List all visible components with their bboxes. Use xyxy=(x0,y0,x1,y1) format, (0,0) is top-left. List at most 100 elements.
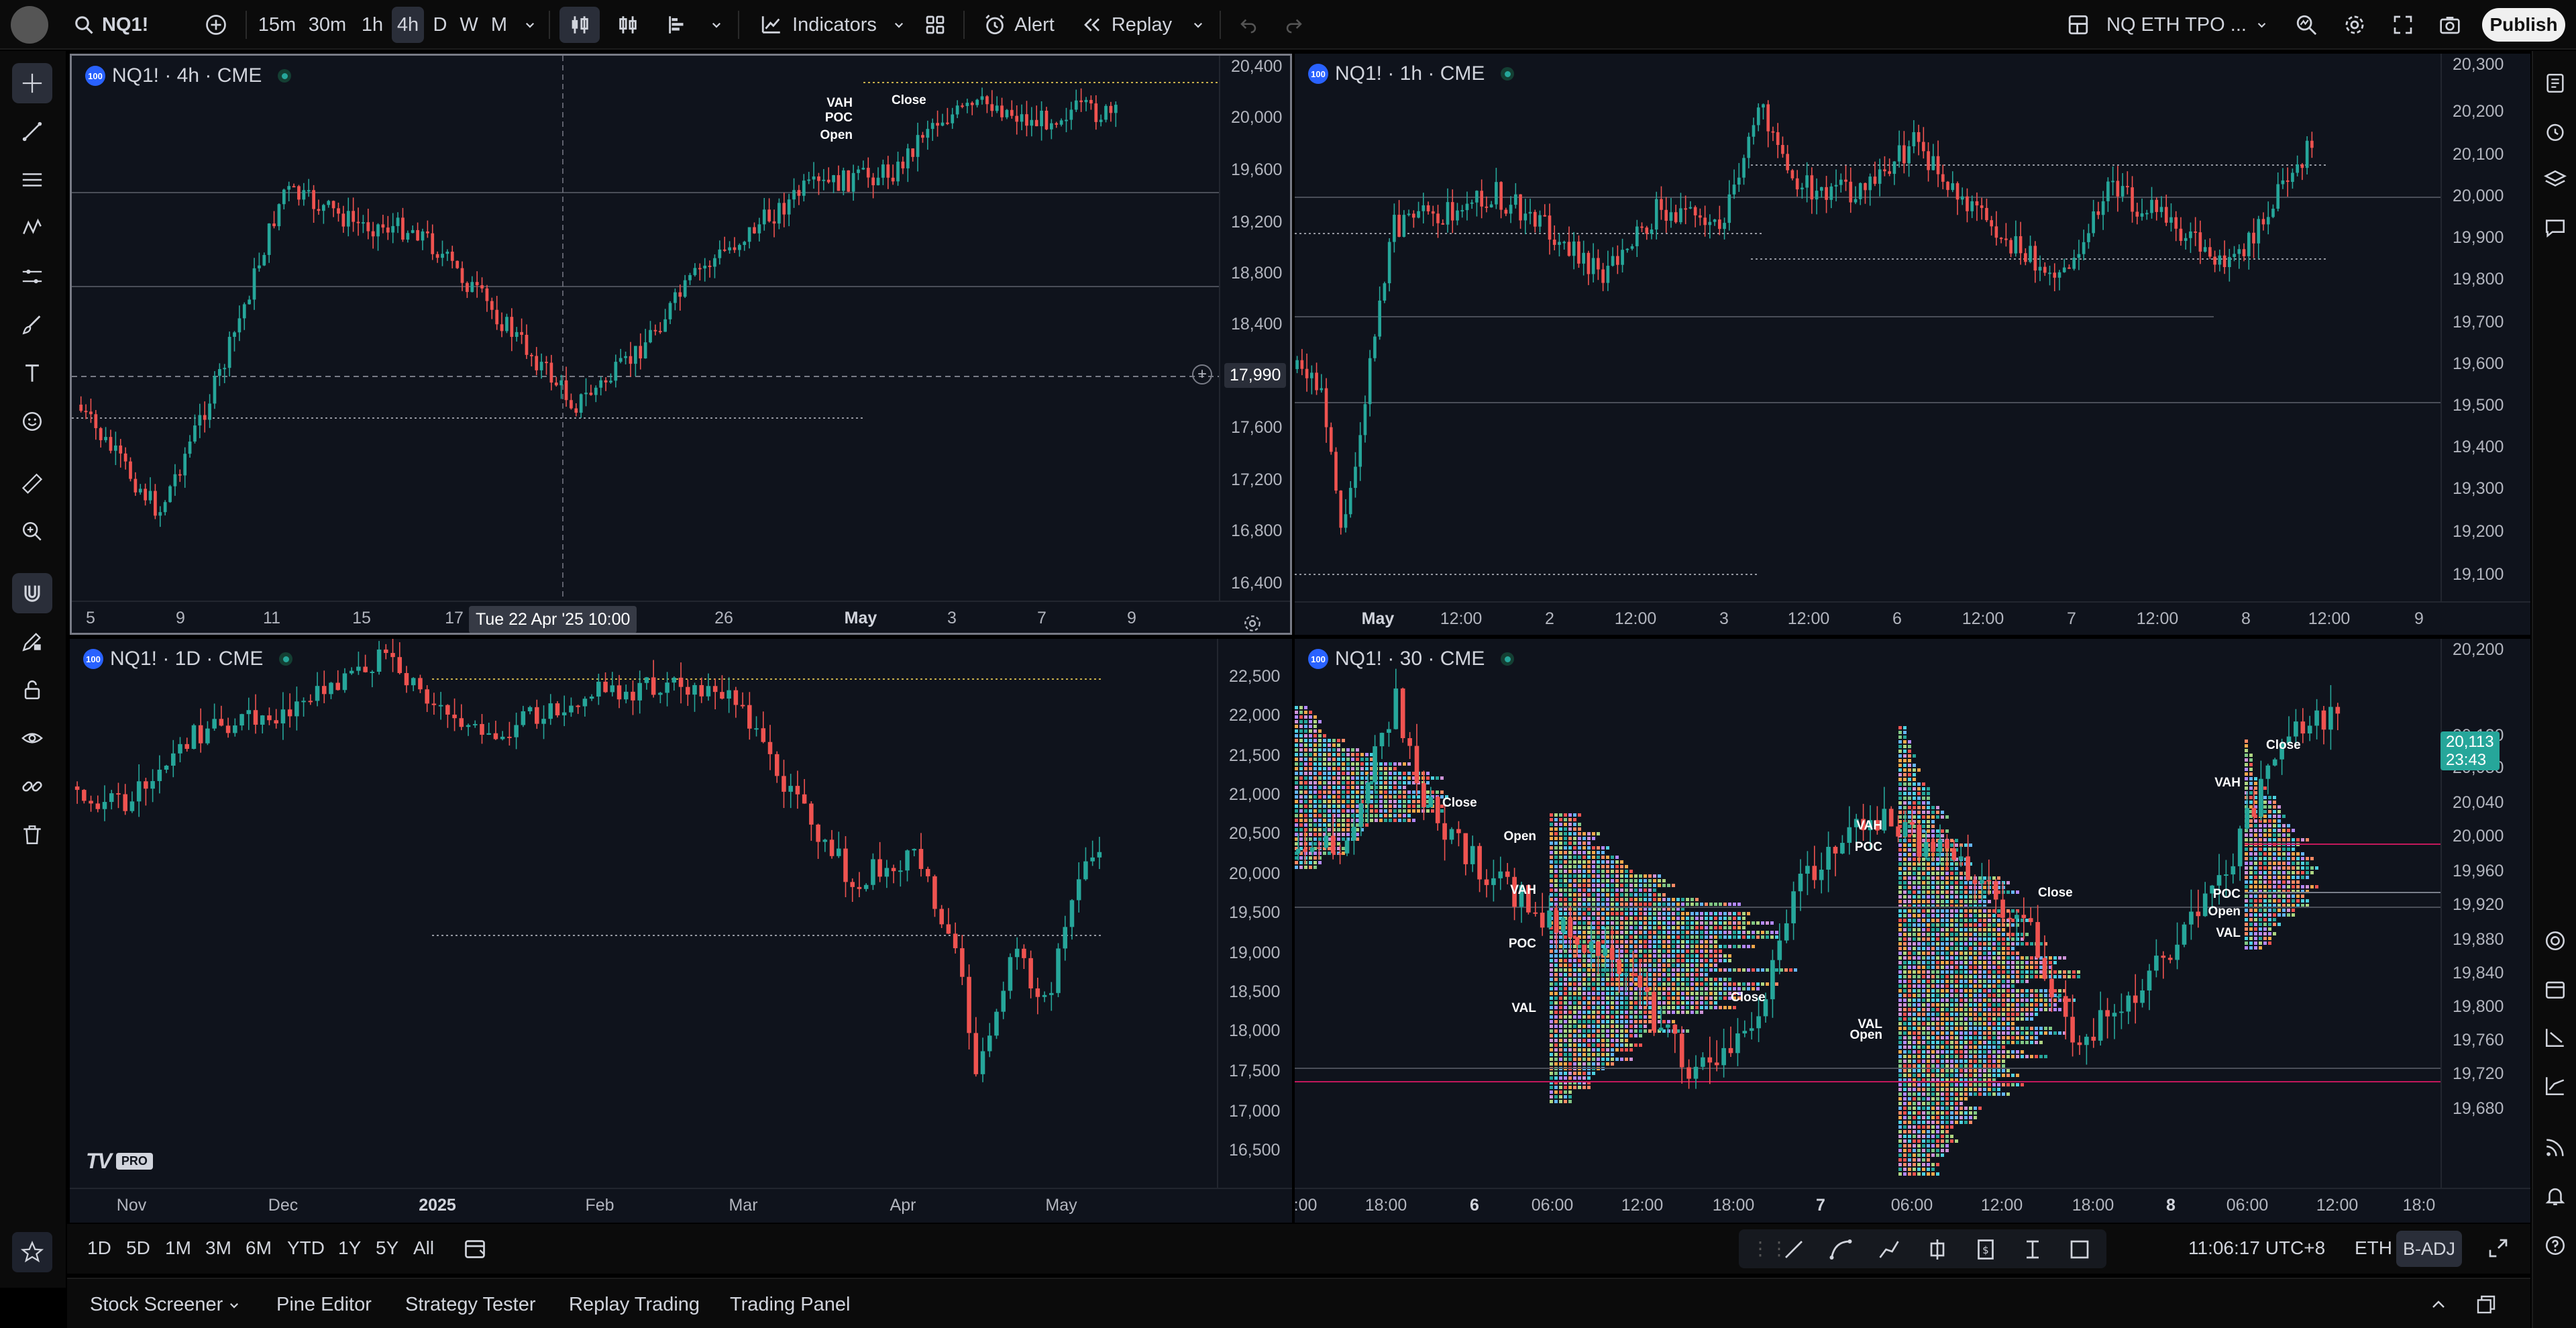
remove-drawings-tool[interactable] xyxy=(12,815,52,855)
forecast-tool[interactable] xyxy=(12,256,52,297)
price-range-icon[interactable]: $ xyxy=(1974,1237,1998,1262)
brush-tool[interactable] xyxy=(12,305,52,345)
rectangle-icon[interactable] xyxy=(2068,1237,2092,1262)
time-axis[interactable]: 5 9 11 15 17 26 May 3 7 9 xyxy=(72,601,1290,633)
pane-legend[interactable]: 100 NQ1! · 1h · CME xyxy=(1308,62,1515,86)
range-3m[interactable]: 3M xyxy=(205,1237,231,1258)
go-to-date-button[interactable] xyxy=(463,1236,487,1264)
add-alert-icon[interactable]: + xyxy=(1192,364,1212,385)
quick-search-button[interactable] xyxy=(2288,7,2325,43)
measure-tool[interactable] xyxy=(12,463,52,503)
text-anchor-icon[interactable] xyxy=(2021,1237,2045,1262)
market-status-icon[interactable] xyxy=(278,69,292,83)
chart-pane-4h[interactable]: VAH POC Open Close 100 NQ1! · 4h · CME 20,4… xyxy=(70,54,1292,635)
publish-button[interactable]: Publish xyxy=(2482,8,2565,42)
chart-pane-1h[interactable]: 100 NQ1! · 1h · CME 20,300 20,200 20,100 20… xyxy=(1295,54,2530,635)
range-all[interactable]: All xyxy=(413,1237,435,1258)
time-axis[interactable]: :00 18:00 6 06:00 12:00 18:00 7 06:00 12:00 18:00… xyxy=(1295,1188,2530,1221)
candles-chart-type-button[interactable] xyxy=(559,7,600,43)
chevron-up-icon[interactable] xyxy=(2428,1296,2449,1313)
pane-legend[interactable]: 100 NQ1! · 30 · CME xyxy=(1308,647,1515,671)
interval-1h[interactable]: 1h xyxy=(361,13,384,36)
replay-button[interactable]: Replay xyxy=(1076,7,1177,43)
price-axis[interactable]: 20,20020,12020,08020,04020,00019,96019,9… xyxy=(2440,639,2513,1188)
volume-profile-chart-type-button[interactable] xyxy=(657,7,698,43)
object-tree-button[interactable] xyxy=(2535,160,2575,200)
pattern-tool[interactable] xyxy=(12,208,52,248)
tpo-profile-plot[interactable]: CloseOpenVAHPOCVALCloseVAHPOCCloseVALOpe… xyxy=(1295,639,2440,1188)
ideas-button[interactable] xyxy=(2535,1066,2575,1106)
range-1y[interactable]: 1Y xyxy=(338,1237,362,1258)
chart-pane-30m[interactable]: Close Open VAH POC VAL Close VAH POC Close VAL Ope… xyxy=(1295,639,2530,1223)
market-status-icon[interactable] xyxy=(1501,67,1515,81)
time-axis[interactable]: May 12:00 2 12:00 3 12:00 6 12:00 7 12:00 8 12:00 9 xyxy=(1295,601,2530,635)
pine-scripts-button[interactable] xyxy=(2535,1017,2575,1058)
lock-drawings-tool[interactable] xyxy=(12,670,52,710)
range-1d[interactable]: 1D xyxy=(87,1237,111,1258)
range-5y[interactable]: 5Y xyxy=(376,1237,399,1258)
clock[interactable]: 11:06:17 UTC+8 xyxy=(2188,1237,2326,1258)
indicators-dropdown[interactable] xyxy=(885,7,912,43)
watchlist-button[interactable] xyxy=(2535,63,2575,103)
emoji-tool[interactable] xyxy=(12,401,52,442)
horizontal-lines-tool[interactable] xyxy=(12,160,52,200)
sync-drawings-tool[interactable] xyxy=(12,766,52,807)
fullscreen-button[interactable] xyxy=(2384,7,2422,43)
price-axis[interactable]: 22,500 22,000 21,500 21,000 20,500 20,000 19,5… xyxy=(1217,639,1289,1188)
range-1m[interactable]: 1M xyxy=(165,1237,191,1258)
crosshair-tool[interactable] xyxy=(12,63,52,103)
chats-button[interactable] xyxy=(2535,208,2575,248)
redo-button[interactable] xyxy=(1277,7,1311,43)
time-axis[interactable]: Nov Dec 2025 Feb Mar Apr May xyxy=(70,1188,1292,1221)
chevron-down-icon[interactable] xyxy=(228,1299,240,1311)
interval-d[interactable]: D xyxy=(433,13,447,36)
tab-strategy-tester[interactable]: Strategy Tester xyxy=(405,1294,536,1315)
interval-m[interactable]: M xyxy=(490,13,508,36)
alert-button[interactable]: Alert xyxy=(975,7,1063,43)
range-ytd[interactable]: YTD xyxy=(287,1237,325,1258)
market-status-icon[interactable] xyxy=(279,652,293,666)
interval-15m[interactable]: 15m xyxy=(258,13,297,36)
chart-pane-1d[interactable]: 100 NQ1! · 1D · CME 22,500 22,000 21,500 21… xyxy=(70,639,1292,1223)
chart-type-dropdown[interactable] xyxy=(703,7,730,43)
tab-trading-panel[interactable]: Trading Panel xyxy=(730,1294,851,1315)
calendar-button[interactable] xyxy=(2535,969,2575,1009)
candlestick-plot[interactable] xyxy=(1295,54,2440,601)
interval-dropdown[interactable] xyxy=(517,7,543,43)
compare-symbol-button[interactable] xyxy=(197,7,235,43)
templates-button[interactable] xyxy=(915,7,955,43)
tab-replay-trading[interactable]: Replay Trading xyxy=(569,1294,700,1315)
snapshot-button[interactable] xyxy=(2431,7,2469,43)
text-tool[interactable] xyxy=(12,353,52,393)
price-axis[interactable]: 20,400 20,000 19,600 19,200 18,800 18,400 17,9… xyxy=(1219,56,1290,601)
keep-drawing-tool[interactable] xyxy=(12,621,52,662)
interval-w[interactable]: W xyxy=(460,13,478,36)
pane-legend[interactable]: 100 NQ1! · 4h · CME xyxy=(85,64,292,88)
long-short-position-icon[interactable] xyxy=(1925,1237,1949,1262)
indicators-button[interactable]: Indicators xyxy=(751,7,885,43)
notifications-button[interactable] xyxy=(2535,1176,2575,1216)
symbol-search-button[interactable]: NQ1! xyxy=(74,7,161,43)
path-icon[interactable] xyxy=(1877,1237,1901,1262)
market-status-icon[interactable] xyxy=(1501,652,1515,666)
favorites-tool[interactable] xyxy=(12,1232,52,1272)
tab-stock-screener[interactable]: Stock Screener xyxy=(90,1294,223,1315)
maximize-icon[interactable] xyxy=(2487,1237,2509,1259)
magnet-tool[interactable] xyxy=(12,573,52,613)
interval-4h[interactable]: 4h xyxy=(392,7,424,43)
alerts-panel-button[interactable] xyxy=(2535,111,2575,152)
range-6m[interactable]: 6M xyxy=(246,1237,272,1258)
trend-line-icon[interactable] xyxy=(1782,1237,1806,1262)
session-toggle[interactable]: ETH xyxy=(2355,1237,2392,1258)
curve-icon[interactable] xyxy=(1829,1237,1853,1262)
streams-button[interactable] xyxy=(2535,1127,2575,1168)
layout-name-button[interactable]: NQ ETH TPO ... xyxy=(2106,7,2267,43)
interval-30m[interactable]: 30m xyxy=(308,13,347,36)
avatar[interactable] xyxy=(9,6,50,44)
trend-line-tool[interactable] xyxy=(12,111,52,152)
settings-button[interactable] xyxy=(2336,7,2373,43)
axis-settings-icon[interactable] xyxy=(1242,613,1263,633)
undo-button[interactable] xyxy=(1232,7,1265,43)
zoom-in-tool[interactable] xyxy=(12,511,52,552)
